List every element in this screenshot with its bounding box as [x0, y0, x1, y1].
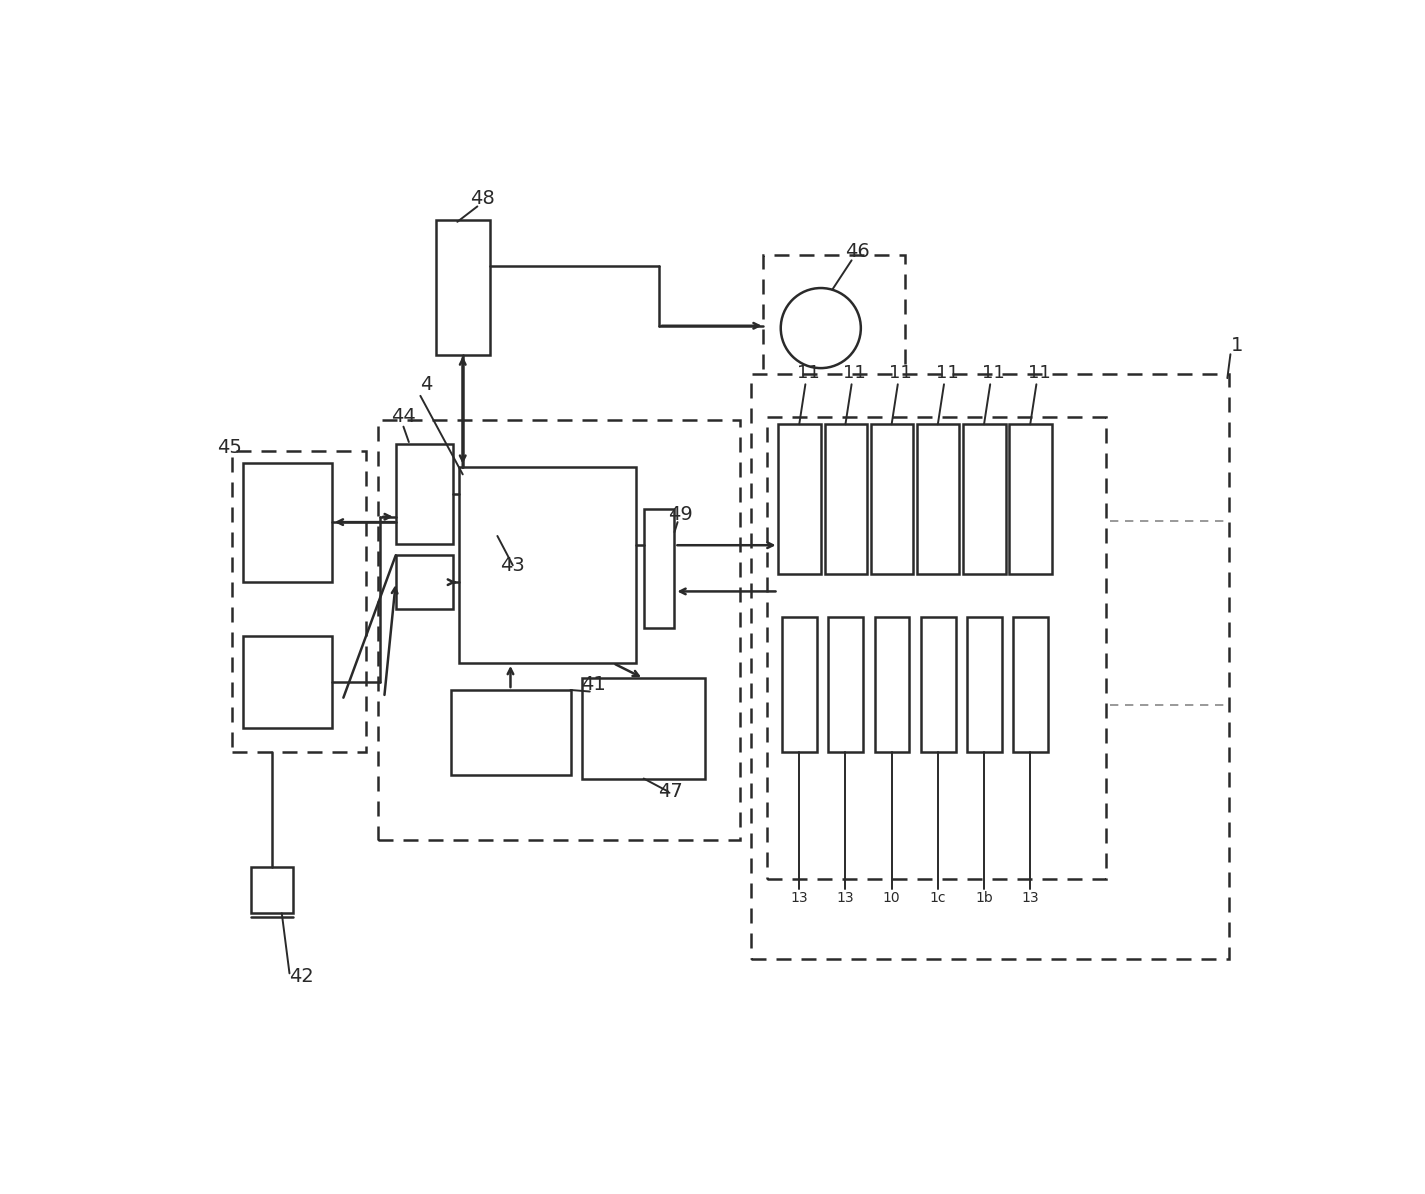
Text: 41: 41	[581, 675, 606, 694]
Text: 1: 1	[1230, 336, 1243, 355]
Text: 49: 49	[668, 505, 693, 524]
Text: 46: 46	[845, 241, 871, 260]
Bar	[244, 463, 332, 583]
Bar	[875, 617, 909, 751]
Text: 43: 43	[500, 555, 526, 574]
Bar	[644, 509, 674, 628]
Text: 48: 48	[470, 189, 494, 208]
Text: 11: 11	[797, 364, 819, 382]
Text: 10: 10	[884, 891, 901, 905]
Bar	[871, 424, 913, 574]
Bar	[244, 636, 332, 728]
Bar	[378, 420, 740, 841]
Bar	[581, 678, 705, 778]
Text: 1c: 1c	[929, 891, 946, 905]
Bar	[396, 444, 453, 543]
Bar	[828, 617, 864, 751]
Bar	[396, 555, 453, 609]
Text: 4: 4	[420, 375, 433, 394]
Text: 11: 11	[844, 364, 866, 382]
Bar	[825, 424, 866, 574]
Text: 1b: 1b	[975, 891, 993, 905]
Bar	[921, 617, 956, 751]
Text: 45: 45	[217, 438, 242, 457]
Bar	[767, 417, 1106, 879]
Text: 11: 11	[982, 364, 1005, 382]
Text: 11: 11	[936, 364, 959, 382]
Text: 13: 13	[1022, 891, 1039, 905]
Bar	[452, 690, 570, 775]
Bar	[232, 451, 366, 751]
Text: 42: 42	[289, 967, 314, 986]
Bar	[782, 617, 817, 751]
Bar	[1013, 617, 1047, 751]
Bar	[963, 424, 1006, 574]
Bar	[968, 617, 1002, 751]
Bar	[918, 424, 959, 574]
Bar	[751, 374, 1228, 960]
Text: 13: 13	[836, 891, 854, 905]
Text: 44: 44	[390, 407, 416, 426]
Text: 13: 13	[791, 891, 808, 905]
Bar	[436, 220, 490, 355]
Text: 11: 11	[1027, 364, 1050, 382]
Bar	[778, 424, 821, 574]
Bar	[251, 867, 294, 913]
Bar	[1009, 424, 1052, 574]
Text: 11: 11	[889, 364, 912, 382]
Text: 47: 47	[658, 782, 683, 801]
Bar	[459, 467, 636, 663]
Bar	[762, 256, 905, 398]
